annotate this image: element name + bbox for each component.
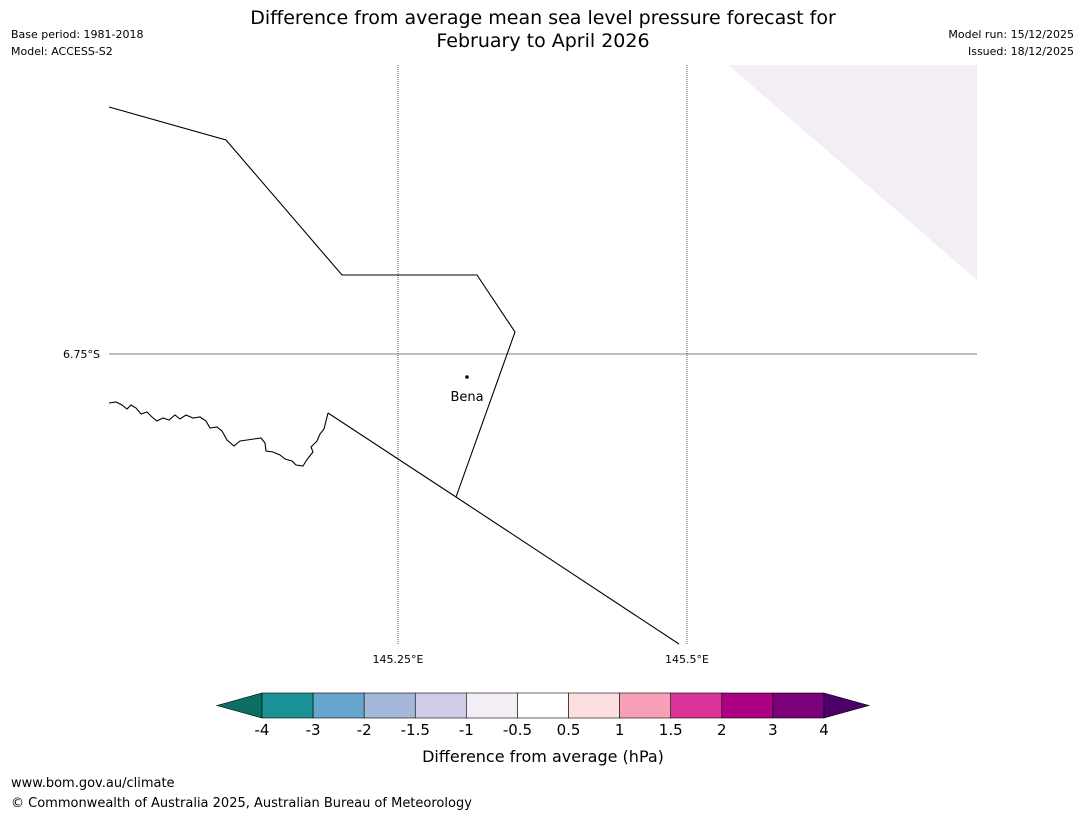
colorbar-bin <box>568 692 620 719</box>
colorbar-bin <box>670 692 723 719</box>
colorbar-tick-label: 1 <box>615 721 625 739</box>
colorbar-tick-label: 1.5 <box>659 721 683 739</box>
colorbar-bin <box>312 692 365 719</box>
title-line-1: Difference from average mean sea level p… <box>250 7 836 29</box>
colorbar-bin <box>721 692 774 719</box>
colorbar-tick-label: -4 <box>255 721 270 739</box>
colorbar-bin <box>363 692 416 719</box>
footer-url[interactable]: www.bom.gov.au/climate <box>11 776 175 791</box>
colorbar-tick-label: -1.5 <box>401 721 430 739</box>
colorbar-bin <box>414 692 467 719</box>
model-run: Model run: 15/12/2025 <box>948 28 1074 41</box>
map-title: Difference from average mean sea level p… <box>200 7 886 53</box>
colorbar-bin <box>261 692 314 719</box>
colorbar-tick-label: -0.5 <box>503 721 532 739</box>
anomaly-shade-region <box>728 65 977 280</box>
colorbar-bin <box>772 692 825 719</box>
colorbar-tick-label: 0.5 <box>557 721 581 739</box>
colorbar-bin <box>517 692 569 719</box>
colorbar-bin <box>619 692 672 719</box>
colorbar <box>215 692 871 719</box>
colorbar-tick-label: 4 <box>819 721 829 739</box>
colorbar-label: Difference from average (hPa) <box>422 747 664 766</box>
colorbar-tick-label: -2 <box>357 721 372 739</box>
longitude-label-1: 145.25°E <box>373 653 424 666</box>
colorbar-tick-label: 2 <box>717 721 727 739</box>
colorbar-bin <box>466 692 518 719</box>
colorbar-tick-label: 3 <box>768 721 778 739</box>
bena-marker <box>465 375 469 379</box>
province-boundary <box>108 106 516 498</box>
colorbar-extend-low <box>215 692 263 719</box>
longitude-label-2: 145.5°E <box>665 653 709 666</box>
colorbar-tick-label: -1 <box>459 721 474 739</box>
place-label-bena: Bena <box>450 390 483 405</box>
footer-copyright: © Commonwealth of Australia 2025, Austra… <box>11 796 472 811</box>
colorbar-extend-high <box>823 692 871 719</box>
colorbar-tick-label: -3 <box>306 721 321 739</box>
issued-date: Issued: 18/12/2025 <box>967 45 1074 58</box>
model-name: Model: ACCESS-S2 <box>11 45 113 58</box>
metadata-right: Model run: 15/12/2025 Issued: 18/12/2025 <box>948 26 1074 60</box>
latitude-label: 6.75°S <box>63 348 100 361</box>
base-period: Base period: 1981-2018 <box>11 28 144 41</box>
metadata-left: Base period: 1981-2018 Model: ACCESS-S2 <box>11 26 143 60</box>
river-line <box>108 401 329 467</box>
district-boundary <box>327 412 680 645</box>
colorbar-ticks: -4 -3 -2 -1.5 -1 -0.5 0.5 1 1.5 2 3 4 <box>255 721 829 739</box>
title-line-2: February to April 2026 <box>436 30 650 52</box>
